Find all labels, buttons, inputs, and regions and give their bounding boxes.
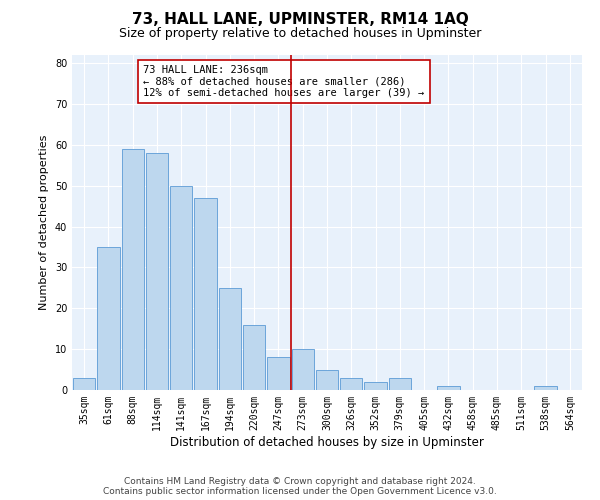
- Text: 73, HALL LANE, UPMINSTER, RM14 1AQ: 73, HALL LANE, UPMINSTER, RM14 1AQ: [131, 12, 469, 28]
- Bar: [267, 358, 290, 390]
- Bar: [437, 386, 460, 390]
- Bar: [146, 153, 168, 390]
- Text: 73 HALL LANE: 236sqm
← 88% of detached houses are smaller (286)
12% of semi-deta: 73 HALL LANE: 236sqm ← 88% of detached h…: [143, 65, 425, 98]
- Bar: [218, 288, 241, 390]
- Bar: [122, 149, 144, 390]
- Bar: [364, 382, 387, 390]
- Bar: [389, 378, 411, 390]
- Bar: [194, 198, 217, 390]
- Bar: [340, 378, 362, 390]
- Text: Size of property relative to detached houses in Upminster: Size of property relative to detached ho…: [119, 28, 481, 40]
- Y-axis label: Number of detached properties: Number of detached properties: [39, 135, 49, 310]
- Text: Contains HM Land Registry data © Crown copyright and database right 2024.
Contai: Contains HM Land Registry data © Crown c…: [103, 476, 497, 496]
- Bar: [73, 378, 95, 390]
- Bar: [97, 247, 119, 390]
- Bar: [170, 186, 193, 390]
- Bar: [292, 349, 314, 390]
- Bar: [243, 324, 265, 390]
- Bar: [535, 386, 557, 390]
- Bar: [316, 370, 338, 390]
- X-axis label: Distribution of detached houses by size in Upminster: Distribution of detached houses by size …: [170, 436, 484, 448]
